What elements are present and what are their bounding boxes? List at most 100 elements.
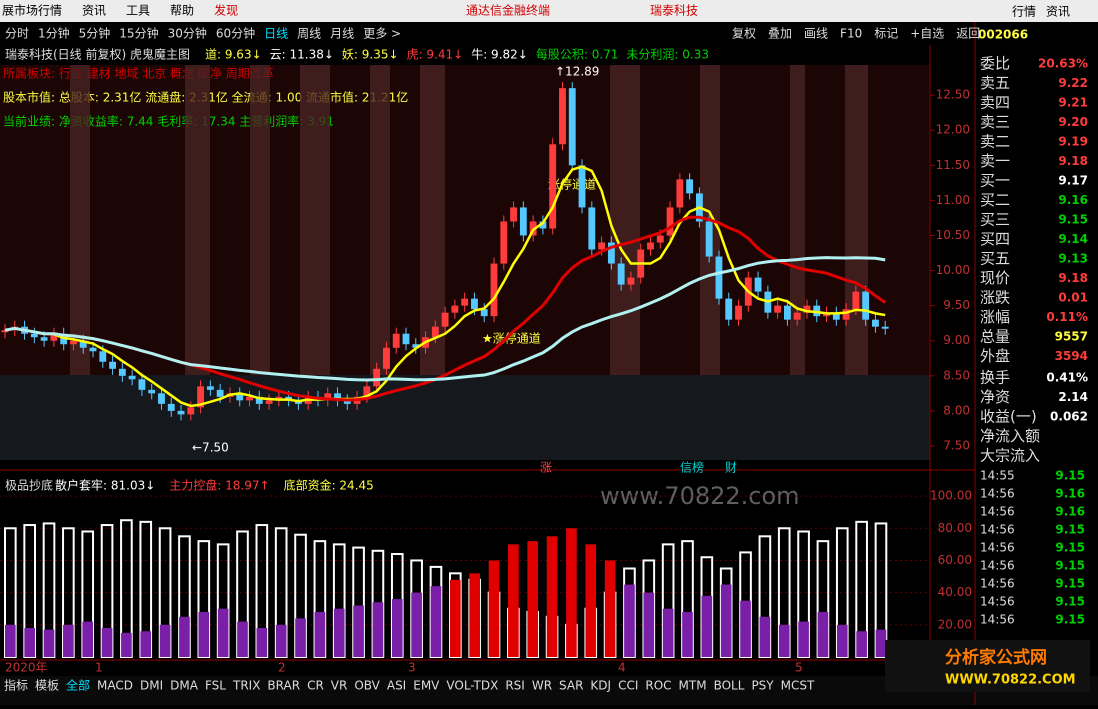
period-tab[interactable]: 分时 (5, 27, 29, 41)
indicator-tab[interactable]: SAR (559, 679, 583, 693)
period-tab[interactable]: 15分钟 (119, 26, 158, 41)
tick-time: 14:56 (980, 505, 1015, 519)
indicator-tab[interactable]: EMV (413, 679, 440, 693)
candle (216, 389, 224, 397)
period-tab[interactable]: 更多 > (363, 27, 401, 41)
indicator-tab[interactable]: BOLL (714, 679, 745, 693)
logo-box (885, 640, 1090, 692)
main-bar (295, 618, 306, 657)
band (420, 65, 445, 375)
quote-value: 2.14 (1058, 390, 1088, 404)
indicator-tab[interactable]: DMA (170, 679, 199, 693)
indicator-tab[interactable]: MACD (97, 679, 133, 693)
main-bar (778, 624, 790, 657)
indicator-tab[interactable]: KDJ (590, 679, 611, 693)
indicator-tab[interactable]: RSI (505, 679, 525, 693)
period-tab[interactable]: 日线 (264, 27, 288, 41)
main-bar (333, 608, 345, 657)
candle (99, 351, 107, 362)
tick-time: 14:56 (980, 541, 1015, 555)
indicator-tab[interactable]: DMI (140, 679, 163, 693)
tool-button[interactable]: +自选 (910, 27, 944, 41)
candle (666, 207, 674, 236)
menu-item[interactable]: 工具 (126, 4, 150, 18)
tool-button[interactable]: 画线 (804, 27, 828, 41)
period-tab[interactable]: 月线 (330, 27, 354, 41)
indicator-tab[interactable]: MTM (679, 679, 707, 693)
period-tab[interactable]: 周线 (297, 27, 321, 41)
candle (343, 400, 351, 404)
quote-label: 卖五 (980, 74, 1010, 92)
y-tick-label: 60.00 (938, 553, 972, 567)
indicator-tab[interactable]: CR (307, 679, 324, 693)
candle (334, 393, 341, 401)
period-tab[interactable]: 30分钟 (168, 26, 207, 41)
tool-button[interactable]: 返回 (956, 27, 980, 41)
menu-item[interactable]: 资讯 (82, 4, 106, 18)
quote-label: 总量 (980, 328, 1010, 346)
date-label: 5 (795, 661, 803, 675)
top-button[interactable]: 资讯 (1046, 5, 1070, 19)
candle (578, 165, 586, 208)
main-bar (836, 624, 848, 657)
tick-time: 14:56 (980, 577, 1015, 591)
period-tab[interactable]: 60分钟 (216, 26, 255, 41)
indicator-tab[interactable]: FSL (205, 679, 226, 693)
menu-item[interactable]: 帮助 (170, 4, 194, 18)
candle (236, 393, 244, 401)
quote-value: 9.15 (1058, 213, 1088, 227)
menu-item[interactable]: 发现 (214, 3, 238, 18)
quote-value: 9.18 (1058, 271, 1088, 285)
indicator-tab[interactable]: 全部 (66, 678, 90, 693)
y-tick-label: 11.00 (936, 193, 970, 207)
period-tab[interactable]: 1分钟 (38, 26, 70, 41)
candle (128, 375, 136, 380)
sub-title: 极品抄底 (5, 478, 53, 493)
candle (246, 396, 253, 401)
band (300, 65, 330, 375)
indicator-tab[interactable]: ROC (645, 679, 671, 693)
tick-price: 9.16 (1055, 505, 1085, 519)
indicator-tab[interactable]: 指标 (4, 678, 28, 693)
indicator-tab[interactable]: OBV (354, 679, 380, 693)
candle (70, 340, 77, 345)
band (790, 65, 805, 375)
candle (686, 179, 694, 194)
indicator-tab[interactable]: TRIX (232, 679, 260, 693)
candle (1, 330, 9, 333)
indicator-tab[interactable]: VOL-TDX (446, 679, 498, 693)
indicator-tab[interactable]: VR (331, 679, 348, 693)
date-label: 3 (408, 661, 416, 675)
candle (783, 305, 791, 320)
quote-label: 涨幅 (980, 308, 1010, 326)
indicator-tab[interactable]: WR (532, 679, 552, 693)
candle (167, 403, 175, 411)
quote-value: 9.17 (1058, 174, 1088, 188)
chart-bg-low (0, 375, 930, 460)
menu-item[interactable]: 展市场行情 (2, 3, 62, 18)
period-tab[interactable]: 5分钟 (79, 26, 111, 41)
candle (363, 386, 371, 397)
indicator-tab[interactable]: 模板 (35, 679, 59, 693)
tool-button[interactable]: 标记 (874, 27, 898, 41)
indicator-tab[interactable]: MCST (781, 679, 815, 693)
indicator-tab[interactable]: PSY (751, 679, 774, 693)
indicator-tab[interactable]: BRAR (267, 679, 300, 693)
candle (383, 347, 390, 369)
main-bar (450, 579, 461, 657)
tool-button[interactable]: 复权 (732, 27, 756, 41)
main-bar (82, 621, 94, 657)
main-bar (875, 629, 887, 657)
tool-button[interactable]: F10 (840, 27, 862, 41)
tool-button[interactable]: 叠加 (768, 27, 792, 41)
top-button[interactable]: 行情 (1012, 5, 1036, 19)
indicator-tab[interactable]: CCI (618, 679, 638, 693)
indicator-tab[interactable]: ASI (387, 679, 406, 693)
quote-label: 现价 (980, 269, 1010, 287)
candle (89, 347, 97, 352)
main-bar (198, 611, 210, 657)
tick-price: 9.15 (1055, 541, 1085, 555)
tag: 财 (725, 461, 737, 475)
quote-value: 9.20 (1058, 115, 1088, 129)
